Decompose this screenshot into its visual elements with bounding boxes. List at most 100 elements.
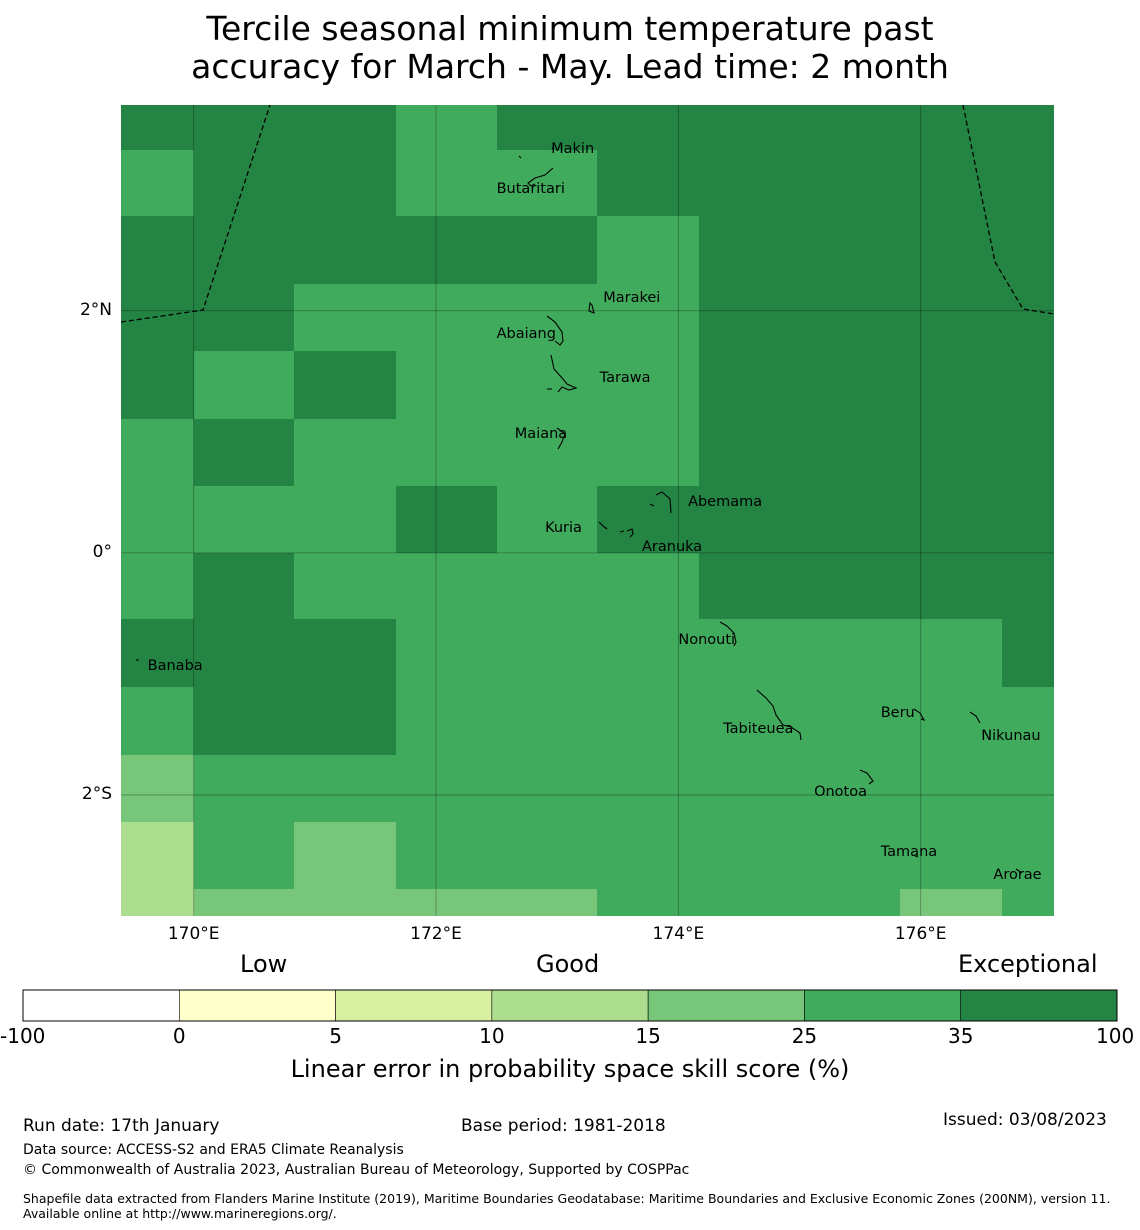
grid-cell bbox=[121, 419, 194, 486]
grid-cell bbox=[597, 105, 699, 150]
grid-cell bbox=[497, 619, 597, 687]
grid-cell bbox=[900, 284, 1002, 351]
grid-cell bbox=[396, 419, 497, 486]
grid-cell bbox=[396, 284, 497, 351]
island-tamana bbox=[914, 855, 919, 858]
place-label: Aranuka bbox=[642, 539, 703, 556]
chart-title: Tercile seasonal minimum temperature pas… bbox=[0, 10, 1140, 86]
grid-cell bbox=[597, 619, 699, 687]
legend-word-good: Good bbox=[536, 950, 600, 978]
grid-cell bbox=[597, 351, 699, 419]
grid-cell bbox=[900, 419, 1002, 486]
grid-cell bbox=[800, 687, 900, 755]
grid-cell bbox=[900, 889, 1002, 916]
data-source: Data source: ACCESS-S2 and ERA5 Climate … bbox=[23, 1142, 404, 1158]
colorbar-segment bbox=[647, 989, 805, 1022]
island-tarawa bbox=[547, 354, 578, 393]
place-label: Beru bbox=[880, 704, 915, 721]
grid-cell bbox=[294, 105, 396, 150]
grid-cell bbox=[699, 284, 800, 351]
grid-cell bbox=[699, 687, 800, 755]
grid-cell bbox=[800, 150, 900, 216]
island-outlines bbox=[136, 147, 1023, 874]
grid-cell bbox=[294, 553, 396, 619]
grid-cell bbox=[194, 486, 294, 553]
grid-cell bbox=[699, 755, 800, 822]
grid-cell bbox=[294, 755, 396, 822]
place-label: Tabiteuea bbox=[723, 720, 794, 737]
colorbar-segment bbox=[960, 989, 1118, 1022]
colorbar-tick-label: 10 bbox=[479, 1024, 505, 1048]
legend-word-low: Low bbox=[240, 950, 288, 978]
grid-cell bbox=[597, 216, 699, 284]
grid-cell bbox=[800, 619, 900, 687]
island-tabiteuea bbox=[756, 689, 802, 741]
place-label: Marakei bbox=[603, 289, 661, 306]
grid-cell bbox=[396, 486, 497, 553]
grid-cell bbox=[1002, 419, 1054, 486]
grid-cell bbox=[294, 216, 396, 284]
colorbar-segment bbox=[178, 989, 336, 1022]
grid-cell bbox=[121, 351, 194, 419]
island-arorae bbox=[1015, 868, 1023, 874]
grid-cell bbox=[497, 105, 597, 150]
grid-cell bbox=[396, 553, 497, 619]
title-line-1: Tercile seasonal minimum temperature pas… bbox=[206, 9, 934, 48]
grid-cell bbox=[800, 419, 900, 486]
island-beru bbox=[913, 708, 926, 721]
eez-boundary-east bbox=[962, 104, 1055, 315]
grid-cell bbox=[121, 150, 194, 216]
island-nonouti bbox=[719, 621, 737, 647]
grid-cell bbox=[194, 216, 294, 284]
island-onotoa bbox=[859, 769, 874, 785]
grid-cell bbox=[396, 216, 497, 284]
grid-cell bbox=[597, 687, 699, 755]
grid-cell bbox=[1002, 351, 1054, 419]
grid-cell bbox=[699, 619, 800, 687]
grid-cell bbox=[497, 755, 597, 822]
grid-cell bbox=[1002, 755, 1054, 822]
island-aranuka bbox=[626, 528, 634, 538]
grid-cell bbox=[497, 150, 597, 216]
grid-cell bbox=[396, 619, 497, 687]
grid-cell bbox=[900, 822, 1002, 889]
colorbar-tick-label: 15 bbox=[635, 1024, 661, 1048]
grid-cell bbox=[597, 486, 699, 553]
grid-cell bbox=[194, 755, 294, 822]
grid-cell bbox=[1002, 105, 1054, 150]
grid-cell bbox=[699, 105, 800, 150]
grid-cell bbox=[121, 619, 194, 687]
colorbar-label: Linear error in probability space skill … bbox=[290, 1055, 850, 1083]
grid-cell bbox=[294, 150, 396, 216]
place-label: Makin bbox=[551, 140, 595, 157]
grid-cell bbox=[800, 216, 900, 284]
grid-cell bbox=[294, 687, 396, 755]
grid-cell bbox=[121, 486, 194, 553]
run-date: Run date: 17th January bbox=[23, 1116, 220, 1136]
island-butaritari bbox=[527, 167, 554, 187]
grid-cell bbox=[1002, 216, 1054, 284]
colorbar-tick-label: 100 bbox=[1096, 1024, 1135, 1048]
grid-cell bbox=[396, 105, 497, 150]
island-nikunau bbox=[969, 711, 981, 724]
colorbar-tick-label: 0 bbox=[172, 1024, 186, 1048]
grid-cell bbox=[1002, 619, 1054, 687]
grid-cell bbox=[1002, 687, 1054, 755]
colorbar-tick-label: -100 bbox=[0, 1024, 46, 1048]
grid-cell bbox=[294, 284, 396, 351]
grid-cell bbox=[900, 150, 1002, 216]
place-label: Butaritari bbox=[496, 180, 565, 197]
grid-cell bbox=[1002, 284, 1054, 351]
grid-cell bbox=[194, 553, 294, 619]
grid-cell bbox=[699, 822, 800, 889]
grid-cell bbox=[597, 822, 699, 889]
grid-cell bbox=[699, 419, 800, 486]
grid-cell bbox=[497, 284, 597, 351]
grid-cell bbox=[800, 105, 900, 150]
eez-boundaries bbox=[120, 104, 1055, 323]
grid-cell bbox=[497, 486, 597, 553]
grid-cell bbox=[699, 150, 800, 216]
x-tick-label: 174°E bbox=[652, 924, 705, 944]
place-label: Tarawa bbox=[599, 369, 651, 386]
